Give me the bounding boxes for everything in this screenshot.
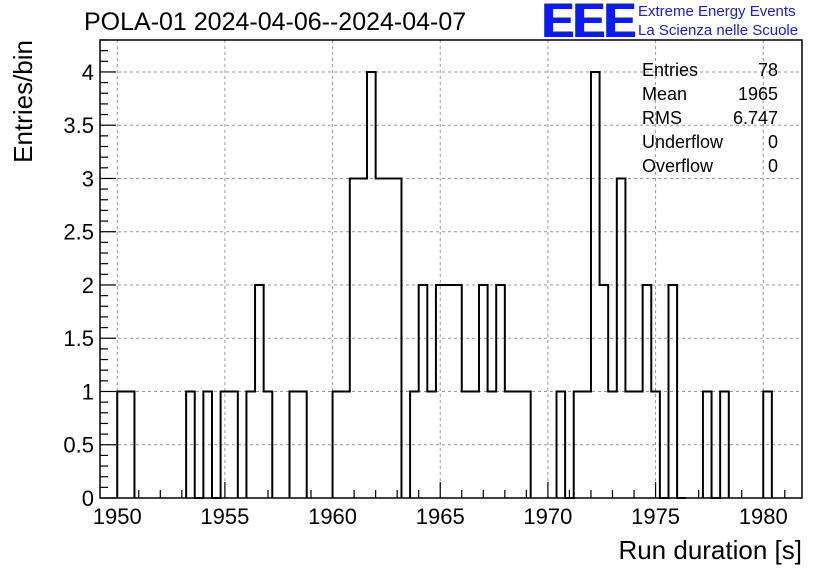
stats-box: Entries 78 Mean 1965 RMS 6.747 Underflow…: [640, 58, 780, 178]
stat-value: 78: [757, 60, 778, 80]
plot-frame: [99, 39, 803, 499]
y-tick-label: 3: [82, 166, 94, 191]
x-tick-label: 1980: [739, 504, 788, 529]
stat-value: 0: [767, 156, 778, 176]
y-tick-label: 0: [82, 486, 94, 511]
y-tick-label: 2.5: [63, 220, 94, 245]
stat-label: RMS: [642, 108, 682, 128]
logo-line-1: Extreme Energy Events: [638, 3, 796, 20]
x-tick-label: 1975: [631, 504, 680, 529]
y-tick-label: 4: [82, 60, 94, 85]
stat-row-entries: Entries 78: [640, 58, 780, 82]
x-tick-label: 1970: [523, 504, 572, 529]
x-tick-label: 1965: [416, 504, 465, 529]
stat-value: 1965: [737, 84, 778, 104]
stat-row-rms: RMS 6.747: [640, 106, 780, 130]
logo-mark: EEE: [542, 0, 636, 48]
stat-label: Entries: [642, 60, 699, 80]
eee-logo: EEE Extreme Energy Events La Scienza nel…: [542, 0, 832, 48]
stat-value: 6.747: [732, 108, 778, 128]
y-tick-label: 0.5: [63, 433, 94, 458]
y-tick-label: 2: [82, 273, 94, 298]
stat-label: Mean: [642, 84, 688, 104]
logo-line-2: La Scienza nelle Scuole: [638, 22, 799, 39]
stat-row-underflow: Underflow 0: [640, 130, 780, 154]
x-axis-label: Run duration [s]: [618, 535, 802, 565]
y-axis-label: Entries/bin: [8, 40, 38, 163]
stat-label: Underflow: [642, 132, 724, 152]
x-tick-label: 1955: [200, 504, 249, 529]
stat-label: Overflow: [642, 156, 714, 176]
chart-title: POLA-01 2024-04-06--2024-04-07: [84, 8, 467, 36]
stat-row-overflow: Overflow 0: [640, 154, 780, 178]
y-tick-label: 1.5: [63, 326, 94, 351]
y-tick-label: 3.5: [63, 113, 94, 138]
stat-row-mean: Mean 1965: [640, 82, 780, 106]
x-tick-label: 1960: [308, 504, 357, 529]
y-tick-label: 1: [82, 379, 94, 404]
x-tick-label: 1950: [93, 504, 142, 529]
stat-value: 0: [767, 132, 778, 152]
